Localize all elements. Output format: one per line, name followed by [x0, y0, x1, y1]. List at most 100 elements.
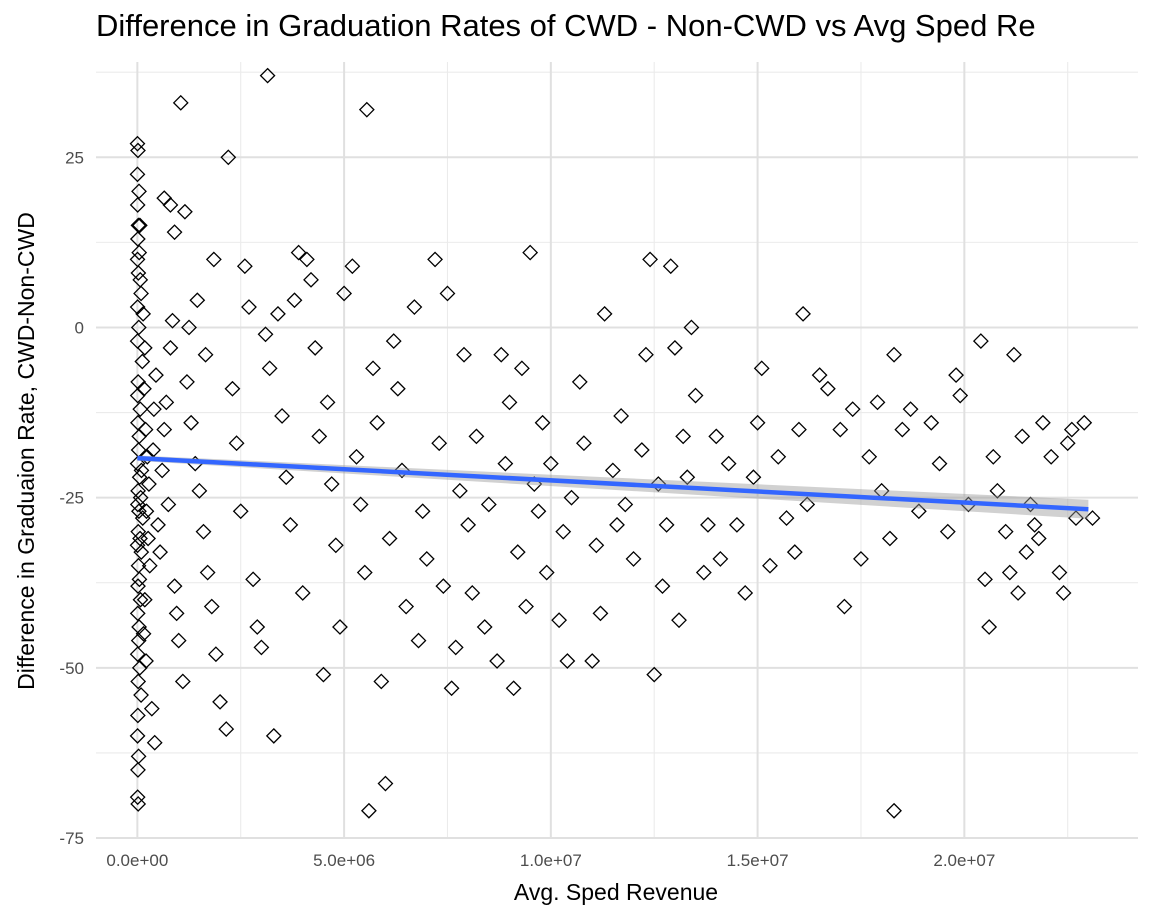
data-point	[977, 571, 993, 588]
data-point	[902, 401, 919, 418]
data-point	[1059, 435, 1076, 452]
data-point	[778, 510, 795, 526]
data-point	[555, 523, 572, 540]
data-point	[191, 482, 208, 499]
data-point	[894, 421, 911, 438]
data-point	[129, 455, 146, 472]
data-point	[799, 496, 816, 513]
data-point	[853, 550, 869, 567]
data-point	[158, 394, 175, 411]
data-point	[493, 346, 510, 363]
data-point	[509, 544, 526, 561]
data-point	[398, 598, 415, 615]
data-point	[164, 312, 181, 329]
data-point	[265, 727, 282, 744]
data-point	[129, 231, 146, 247]
data-point	[559, 653, 576, 669]
data-point	[156, 190, 173, 207]
data-point	[625, 550, 642, 567]
data-point	[131, 183, 147, 200]
data-point	[886, 802, 902, 819]
data-point	[671, 612, 687, 629]
data-point	[745, 469, 762, 486]
x-tick-label: 0.0e+00	[106, 851, 168, 870]
data-point	[923, 414, 940, 431]
data-point	[236, 258, 253, 275]
data-point	[551, 612, 568, 629]
data-point	[261, 360, 278, 377]
data-point	[753, 360, 770, 377]
data-point	[1014, 428, 1031, 445]
data-point	[294, 585, 311, 601]
data-point	[129, 135, 146, 152]
data-point	[138, 653, 154, 669]
data-point	[134, 353, 151, 370]
data-point	[130, 442, 147, 458]
data-point	[770, 448, 787, 465]
data-point	[160, 496, 177, 513]
data-point	[141, 476, 157, 492]
data-point	[290, 244, 307, 261]
data-point	[675, 428, 692, 445]
data-point	[358, 101, 375, 118]
data-point	[137, 421, 154, 438]
data-point	[542, 455, 559, 472]
data-point	[129, 299, 146, 315]
data-point	[592, 605, 609, 622]
data-point	[139, 448, 156, 465]
data-point	[257, 326, 274, 343]
data-point	[1001, 564, 1018, 581]
data-point	[654, 578, 671, 595]
data-point	[133, 462, 150, 479]
data-point	[197, 346, 214, 363]
data-point	[538, 564, 555, 581]
data-point	[220, 149, 237, 166]
data-point	[633, 442, 650, 458]
data-point	[274, 408, 290, 424]
data-point	[154, 462, 171, 479]
data-point	[195, 523, 212, 540]
data-point	[695, 564, 712, 581]
data-point	[133, 687, 149, 703]
data-point	[365, 360, 381, 377]
data-point	[166, 578, 183, 595]
data-point	[749, 414, 766, 431]
data-point	[1068, 510, 1084, 526]
data-point	[952, 387, 969, 404]
data-point	[1084, 510, 1101, 526]
data-point	[1063, 421, 1080, 438]
data-point	[638, 346, 654, 363]
y-tick-labels: -75 -50 -25 0 25	[59, 148, 84, 848]
data-point	[315, 666, 332, 683]
data-point	[728, 516, 745, 533]
data-point	[203, 598, 220, 615]
data-point	[134, 510, 151, 526]
data-point	[212, 693, 228, 710]
data-point	[451, 482, 468, 499]
data-point	[513, 360, 530, 377]
data-point	[170, 632, 187, 649]
data-point	[135, 305, 152, 322]
data-point	[130, 578, 146, 595]
data-point	[522, 244, 539, 261]
data-point	[1006, 346, 1022, 363]
data-point	[228, 435, 245, 452]
data-point	[132, 271, 149, 288]
data-point	[141, 557, 158, 574]
data-point	[981, 619, 998, 635]
data-point	[1055, 585, 1072, 601]
data-point	[819, 380, 836, 397]
data-point	[712, 550, 729, 567]
data-point	[563, 489, 580, 506]
data-point	[131, 217, 148, 234]
y-tick-label: -25	[59, 489, 84, 508]
data-point	[130, 265, 147, 281]
data-point	[1034, 414, 1051, 431]
data-point	[431, 435, 448, 452]
data-point	[700, 516, 716, 533]
data-point	[152, 544, 169, 561]
data-point	[162, 197, 179, 213]
trend-line	[137, 455, 1089, 512]
data-point	[344, 258, 361, 275]
data-point	[985, 448, 1002, 465]
